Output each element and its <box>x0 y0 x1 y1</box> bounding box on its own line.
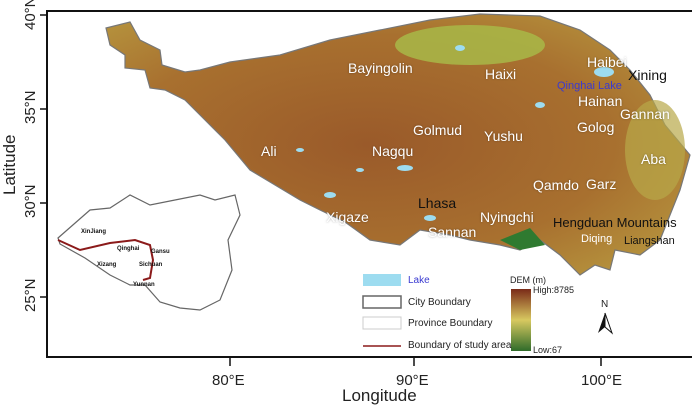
label-ali: Ali <box>261 143 277 159</box>
dem-title: DEM (m) <box>510 275 546 285</box>
city-boundary-swatch <box>362 295 402 309</box>
inset-study-boundary <box>57 238 155 281</box>
label-qamdo: Qamdo <box>533 177 579 193</box>
label-yushu: Yushu <box>484 128 523 144</box>
legend-province-boundary: Province Boundary <box>408 318 493 329</box>
label-aba: Aba <box>641 151 666 167</box>
lake-swatch <box>363 274 401 286</box>
y-ticks <box>40 14 46 298</box>
label-gannan: Gannan <box>620 106 670 122</box>
inset-label-sichuan: Sichuan <box>139 262 163 268</box>
x-ticks <box>229 358 602 366</box>
legend-city-boundary: City Boundary <box>408 297 471 308</box>
label-xigaze: Xigaze <box>326 209 369 225</box>
map-frame <box>46 10 692 358</box>
north-arrow-icon <box>598 312 614 335</box>
label-liangshan: Liangshan <box>624 235 675 247</box>
ytick-25: 25°N <box>22 278 39 312</box>
province-boundary-swatch <box>362 316 402 330</box>
label-lhasa: Lhasa <box>418 195 457 211</box>
label-golmud: Golmud <box>413 122 463 138</box>
inset-china-map <box>57 194 241 311</box>
legend-lake: Lake <box>408 275 430 286</box>
label-haibei: Haibei <box>587 54 627 70</box>
label-bayingolin: Bayingolin <box>348 60 413 76</box>
ytick-30: 30°N <box>22 184 39 218</box>
label-hengduan-mountains: Hengduan Mountains <box>553 215 677 230</box>
legend-study-area: Boundary of study area <box>408 340 512 351</box>
inset-label-qinghai: Qinghai <box>117 246 140 252</box>
lakes <box>296 45 614 221</box>
label-golog: Golog <box>577 119 615 135</box>
inset-label-yunnan: Yunnan <box>133 282 155 288</box>
label-diqing: Diqing <box>581 233 613 245</box>
tibetan-plateau <box>105 13 691 276</box>
label-xining: Xining <box>628 67 667 83</box>
north-label: N <box>601 299 609 310</box>
inset-label-xinjiang: XinJiang <box>81 229 107 235</box>
x-axis-label: Longitude <box>342 386 417 405</box>
y-axis-label: Latitude <box>0 134 19 196</box>
ytick-40: 40°N <box>22 0 39 30</box>
dem-colorbar <box>511 289 531 351</box>
label-nagqu: Nagqu <box>372 143 414 159</box>
label-qinghai-lake: Qinghai Lake <box>557 80 622 92</box>
xtick-90: 90°E <box>396 372 429 389</box>
label-nyingchi: Nyingchi <box>480 209 534 225</box>
label-hainan: Hainan <box>578 93 623 109</box>
xtick-80: 80°E <box>212 372 245 389</box>
dem-high: High:8785 <box>533 285 575 295</box>
xtick-100: 100°E <box>581 372 623 389</box>
ytick-35: 35°N <box>22 90 39 124</box>
qaidam-basin <box>395 25 545 65</box>
label-sannan: Sannan <box>428 224 477 240</box>
inset-label-gansu: Gansu <box>151 249 170 255</box>
label-garz: Garz <box>586 176 617 192</box>
dem-low: Low:67 <box>533 345 563 355</box>
inset-label-xizang: Xizang <box>97 262 117 268</box>
label-haixi: Haixi <box>485 66 517 82</box>
